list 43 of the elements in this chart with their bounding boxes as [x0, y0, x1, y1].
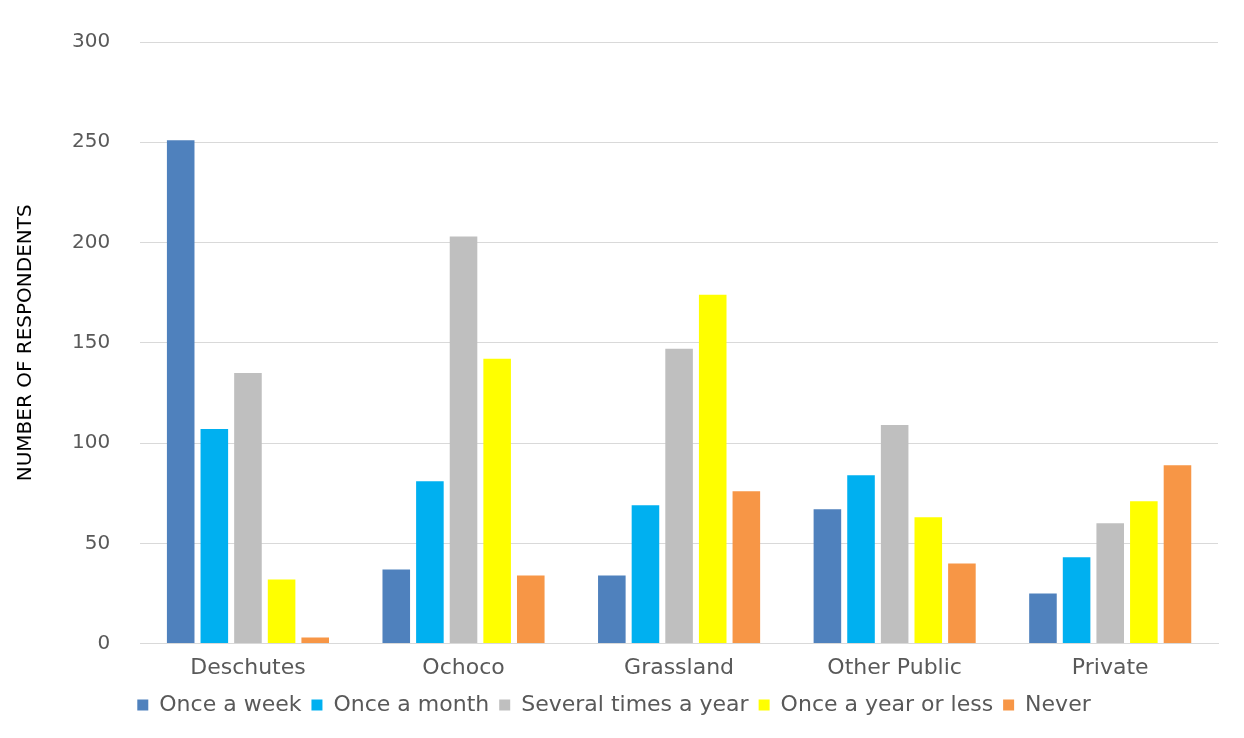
x-tick-label: Ochoco — [422, 653, 505, 679]
x-tick-label: Grassland — [624, 653, 735, 679]
y-tick-label: 100 — [71, 429, 111, 454]
bar — [382, 569, 411, 644]
y-tick-label: 50 — [84, 529, 111, 554]
x-tick-label: Deschutes — [190, 653, 306, 679]
bar — [166, 140, 195, 644]
bar — [698, 294, 727, 644]
legend-label: Once a month — [333, 690, 490, 716]
bar — [200, 429, 229, 644]
y-axis-title: NUMBER OF RESPONDENTS — [12, 204, 37, 482]
bar — [1096, 523, 1125, 644]
legend-label: Never — [1025, 690, 1092, 716]
bar — [449, 236, 478, 644]
bar — [813, 509, 842, 644]
bar — [732, 491, 761, 644]
bar — [483, 358, 511, 644]
bar — [1163, 465, 1192, 644]
bar — [1029, 593, 1057, 644]
x-tick-label: Private — [1071, 653, 1149, 679]
legend-label: Several times a year — [521, 690, 750, 716]
x-tick-label: Other Public — [827, 653, 962, 679]
y-tick-label: 300 — [71, 28, 111, 53]
bar — [880, 425, 909, 644]
y-tick-label: 250 — [71, 128, 111, 153]
bar — [516, 575, 545, 644]
y-tick-label: 0 — [97, 629, 111, 654]
y-tick-label: 150 — [71, 329, 111, 353]
bar — [267, 579, 296, 644]
bar — [631, 505, 660, 644]
legend-label: Once a year or less — [780, 690, 994, 716]
y-tick-label: 200 — [71, 228, 111, 253]
bar — [301, 637, 329, 644]
bar — [416, 481, 444, 644]
bar — [1130, 501, 1158, 644]
bar — [1062, 557, 1091, 644]
bar — [914, 517, 943, 644]
legend-label: Once a week — [159, 690, 302, 716]
bar — [847, 475, 875, 644]
bar — [948, 563, 976, 644]
bar — [665, 348, 693, 644]
bar — [598, 575, 626, 644]
bar — [234, 372, 262, 644]
